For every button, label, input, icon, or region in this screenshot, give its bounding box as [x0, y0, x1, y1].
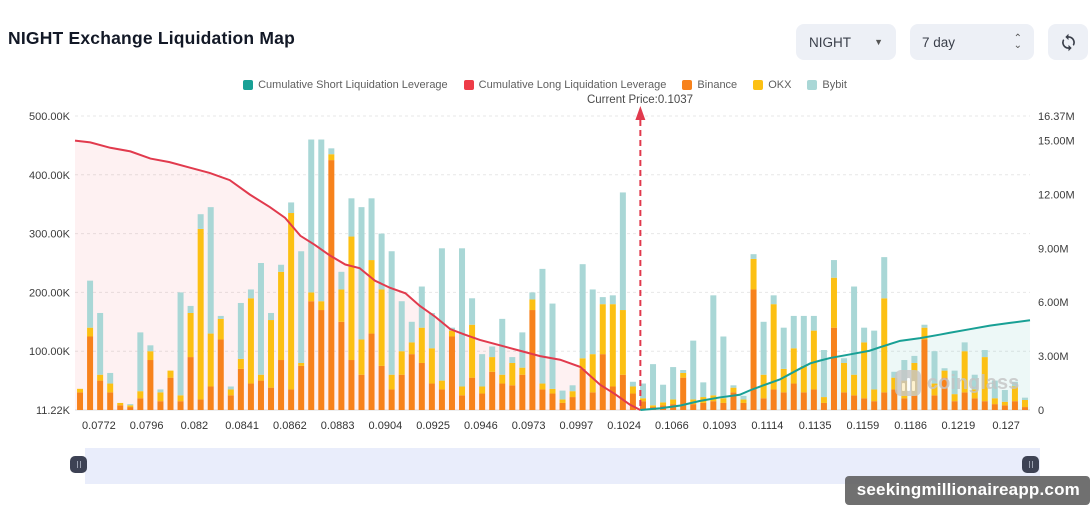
svg-text:11.22K: 11.22K: [36, 405, 71, 417]
symbol-select[interactable]: NIGHT ▼: [796, 24, 896, 60]
svg-text:0.0862: 0.0862: [273, 420, 307, 432]
chart-plot-area[interactable]: [75, 116, 1030, 410]
legend-item-1[interactable]: Cumulative Long Liquidation Leverage: [463, 79, 667, 91]
legend-item-3[interactable]: OKX: [753, 79, 791, 91]
svg-text:0.1114: 0.1114: [751, 420, 783, 432]
svg-text:500.00K: 500.00K: [29, 111, 71, 123]
liquidation-bars: [77, 139, 1028, 410]
legend-item-2[interactable]: Binance: [682, 79, 737, 91]
svg-text:0.1186: 0.1186: [894, 420, 927, 432]
site-watermark: seekingmillionaireapp.com: [844, 476, 1090, 505]
legend-swatch-icon: [682, 80, 693, 90]
legend-item-0[interactable]: Cumulative Short Liquidation Leverage: [243, 79, 448, 91]
zoom-slider-handle-left[interactable]: [70, 456, 87, 473]
refresh-icon: [1061, 33, 1075, 51]
svg-text:0.1066: 0.1066: [655, 420, 689, 432]
liquidation-chart[interactable]: 500.00K 400.00K 300.00K 200.00K 100.00K 11.22…: [0, 100, 1090, 440]
svg-text:0.0841: 0.0841: [225, 420, 259, 432]
svg-text:0: 0: [1038, 405, 1044, 417]
legend-label: Cumulative Long Liquidation Leverage: [478, 79, 667, 91]
svg-text:0.0946: 0.0946: [464, 420, 498, 432]
long-liquidation-line: [74, 139, 641, 411]
svg-text:0.0997: 0.0997: [560, 420, 594, 432]
svg-text:0.127: 0.127: [992, 420, 1020, 432]
svg-text:0.082: 0.082: [181, 420, 209, 432]
chart-area: 500.00K 400.00K 300.00K 200.00K 100.00K 11.22…: [0, 100, 1090, 440]
svg-text:15.00M: 15.00M: [1038, 136, 1075, 148]
svg-text:0.0883: 0.0883: [321, 420, 355, 432]
svg-text:9.00M: 9.00M: [1038, 243, 1069, 255]
period-select-value: 7 day: [922, 34, 956, 50]
legend-item-4[interactable]: Bybit: [807, 79, 847, 91]
current-price-arrow-icon: [635, 106, 646, 120]
refresh-button[interactable]: [1048, 24, 1088, 60]
svg-text:200.00K: 200.00K: [29, 287, 71, 299]
long-liquidation-area: [75, 140, 641, 410]
chevron-updown-icon: ⌃ ⌄: [1013, 33, 1022, 51]
left-axis-labels: 500.00K 400.00K 300.00K 200.00K 100.00K 11.22…: [29, 111, 71, 417]
svg-text:0.1024: 0.1024: [607, 420, 641, 432]
page-title: NIGHT Exchange Liquidation Map: [8, 28, 295, 48]
legend-label: Binance: [697, 79, 738, 91]
zoom-slider-handle-right[interactable]: [1022, 456, 1039, 473]
period-select[interactable]: 7 day ⌃ ⌄: [910, 24, 1034, 60]
legend-swatch-icon: [243, 80, 254, 90]
svg-text:0.0796: 0.0796: [130, 420, 164, 432]
legend-label: OKX: [768, 79, 792, 91]
svg-text:0.0904: 0.0904: [369, 420, 403, 432]
svg-text:0.1159: 0.1159: [846, 420, 879, 432]
coinglass-watermark-text: coinglass: [927, 371, 1020, 394]
svg-text:0.1219: 0.1219: [942, 420, 976, 432]
header-controls: NIGHT ▼ 7 day ⌃ ⌄: [796, 24, 1088, 60]
svg-text:400.00K: 400.00K: [29, 170, 71, 182]
chevron-down-icon: ▼: [874, 36, 883, 47]
svg-text:0.0925: 0.0925: [416, 420, 450, 432]
short-liquidation-line: [640, 319, 1031, 411]
svg-text:16.37M: 16.37M: [1038, 111, 1075, 123]
legend-swatch-icon: [807, 80, 818, 90]
legend-label: Cumulative Short Liquidation Leverage: [258, 79, 448, 91]
chart-legend: Cumulative Short Liquidation Leverage Cum…: [0, 79, 1090, 91]
svg-text:0.1135: 0.1135: [799, 420, 832, 432]
coinglass-watermark: coinglass: [895, 370, 1019, 396]
legend-swatch-icon: [753, 80, 764, 90]
svg-text:12.00M: 12.00M: [1038, 189, 1075, 201]
svg-text:100.00K: 100.00K: [29, 346, 71, 358]
svg-text:0.0772: 0.0772: [82, 420, 116, 432]
legend-label: Bybit: [822, 79, 847, 91]
coinglass-logo-icon: [895, 370, 921, 396]
x-axis-labels: 0.0772 0.0796 0.082 0.0841 0.0862 0.0883 0.090…: [82, 420, 1020, 432]
right-axis-labels: 16.37M 15.00M 12.00M 9.00M 6.00M 3.00M 0: [1038, 111, 1075, 417]
svg-text:3.00M: 3.00M: [1038, 351, 1069, 363]
svg-text:0.1093: 0.1093: [703, 420, 737, 432]
current-price-label: Current Price:0.1037: [586, 94, 694, 106]
legend-swatch-icon: [463, 80, 474, 90]
symbol-select-value: NIGHT: [809, 34, 851, 50]
svg-text:300.00K: 300.00K: [29, 229, 71, 241]
svg-text:0.0973: 0.0973: [512, 420, 546, 432]
svg-text:6.00M: 6.00M: [1038, 297, 1069, 309]
